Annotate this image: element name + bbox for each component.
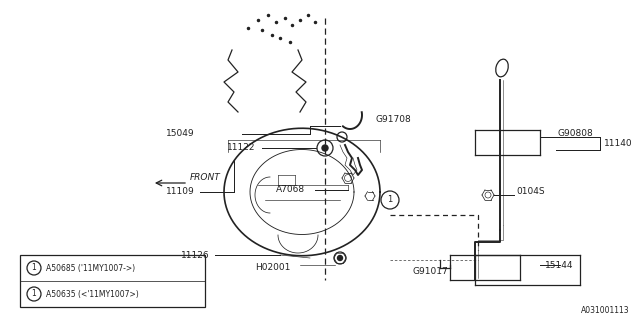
Text: 11109: 11109: [166, 188, 195, 196]
Text: G91017: G91017: [412, 268, 448, 276]
Circle shape: [322, 145, 328, 151]
Text: G90808: G90808: [557, 129, 593, 138]
Text: 11126: 11126: [181, 251, 210, 260]
Bar: [20, 255, 205, 307]
Text: 15049: 15049: [166, 130, 195, 139]
Text: 11140: 11140: [604, 139, 632, 148]
Text: 1: 1: [31, 290, 36, 299]
Text: 1: 1: [387, 196, 392, 204]
Text: G91708: G91708: [376, 116, 412, 124]
Text: FRONT: FRONT: [190, 173, 221, 182]
Text: 1: 1: [31, 263, 36, 273]
Text: A7068: A7068: [276, 186, 305, 195]
Text: 11122: 11122: [227, 143, 255, 153]
Text: 15144: 15144: [545, 260, 573, 269]
Text: A50685 ('11MY1007->): A50685 ('11MY1007->): [46, 263, 135, 273]
Text: 0104S: 0104S: [516, 188, 545, 196]
Text: A031001113: A031001113: [581, 306, 630, 315]
Text: A50635 (<'11MY1007>): A50635 (<'11MY1007>): [46, 290, 139, 299]
Text: H02001: H02001: [255, 263, 290, 273]
Circle shape: [337, 255, 342, 260]
